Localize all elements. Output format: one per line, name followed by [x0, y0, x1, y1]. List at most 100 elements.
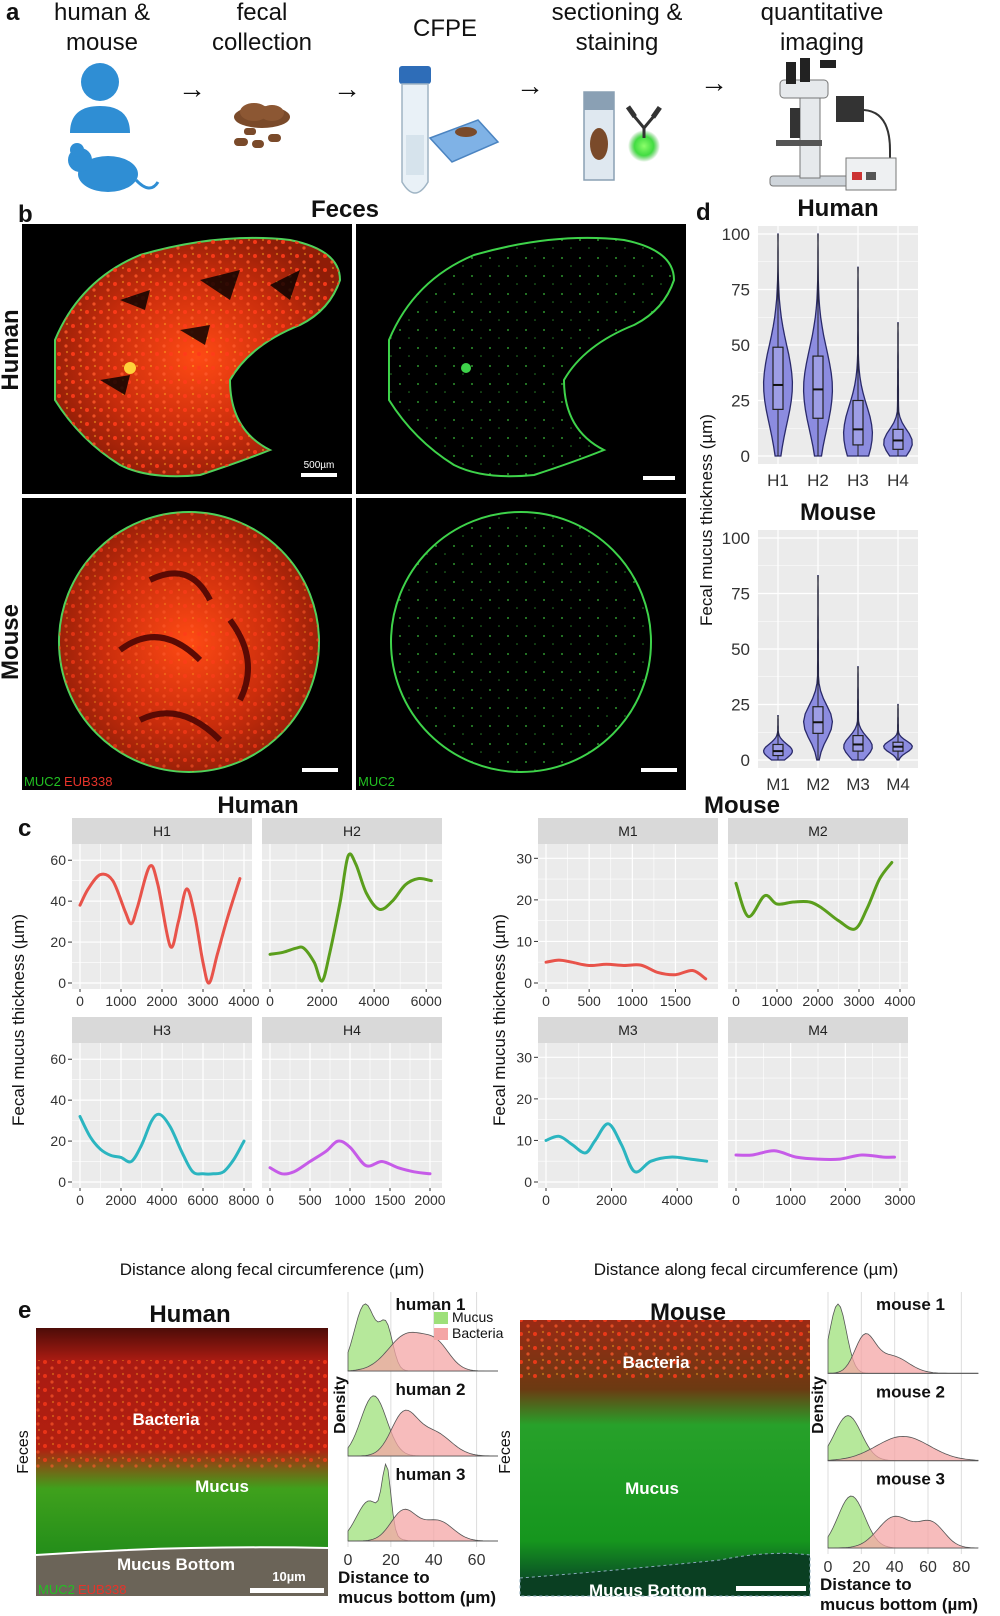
y-tick-label: 40 [50, 1092, 66, 1108]
density-legend: Mucus Bacteria [434, 1309, 504, 1341]
density-bacteria-2 [827, 1435, 979, 1462]
density-bacteria-3 [828, 1515, 979, 1549]
x-tick-label: 0 [732, 1192, 740, 1208]
series-line-m4 [734, 1149, 896, 1162]
facet-title: H3 [153, 1022, 171, 1038]
density-x-tick-label: 20 [852, 1559, 870, 1576]
x-tick-label: M4 [886, 775, 910, 794]
facet-m2: M2 0 1000 2000 3000 4000 [728, 818, 916, 1009]
human-mucus-label: Mucus [195, 1477, 249, 1496]
x-tick-label: 1000 [334, 1192, 365, 1208]
facet-title: M1 [618, 823, 638, 839]
x-tick-label: 2000 [306, 993, 337, 1009]
step-4-line-1: sectioning & [552, 0, 683, 26]
x-tick-label: 500 [298, 1192, 322, 1208]
mouse-feces-label: Feces [497, 1430, 514, 1474]
arrow-2-icon: → [333, 73, 361, 104]
panel-c-mouse-title: Mouse [704, 792, 780, 819]
mouse-muc2-image: MUC2 [356, 498, 686, 790]
row-label-mouse: Mouse [0, 604, 24, 680]
panel-c-letter: c [18, 815, 31, 842]
x-tick-label: M2 [806, 775, 830, 794]
density-mouse-xlabel-1: Distance to [820, 1575, 912, 1594]
y-tick-label: 10 [516, 933, 532, 949]
y-tick-label: 100 [722, 529, 750, 548]
y-tick-label: 20 [50, 934, 66, 950]
violin-chart-human: Human 0 25 50 75 100 H1 H2 H3 H4 [722, 195, 918, 490]
density-x-tick-label: 0 [344, 1552, 353, 1569]
density-bacteria-3 [348, 1508, 498, 1542]
violin-chart-mouse: Mouse 0 25 50 75 100 M1 M2 M3 M4 [722, 499, 918, 794]
x-tick-label: 2000 [596, 1192, 627, 1208]
facet-strip [262, 818, 442, 844]
panel-c-human-ylabel: Fecal mucus thickness (µm) [9, 914, 28, 1126]
box-h4 [892, 428, 904, 450]
density-row-label: human 1 [396, 1295, 466, 1314]
step-2-line-2: collection [212, 29, 312, 56]
human-merge-image: 500µm [22, 224, 352, 494]
slide-icon [583, 91, 615, 181]
x-tick-label: 6000 [187, 1192, 218, 1208]
mouse-merge-image: MUC2 EUB338 [22, 498, 352, 790]
arrow-1-icon: → [178, 73, 206, 104]
facet-strip [538, 818, 718, 844]
y-tick-label: 20 [50, 1133, 66, 1149]
y-tick-label: 60 [50, 1051, 66, 1067]
y-tick-label: 0 [58, 1174, 66, 1190]
facet-panel [262, 844, 442, 989]
density-chart-mouse: 0 20 40 60 80 mouse 1 mouse 2 mouse 3 [824, 1292, 979, 1576]
series-line-m3 [544, 1122, 709, 1174]
x-tick-label: 0 [266, 993, 274, 1009]
facet-strip [728, 1017, 908, 1043]
box-m3 [852, 734, 864, 752]
human-muc2-image [356, 224, 686, 494]
legend-muc2-single: MUC2 [358, 774, 395, 789]
x-tick-label: 1000 [775, 1192, 806, 1208]
human-mucus-bottom-label: Mucus Bottom [117, 1555, 235, 1574]
density-human-xlabel-1: Distance to [338, 1568, 430, 1587]
facet-panel [538, 844, 718, 989]
y-tick-label: 100 [722, 225, 750, 244]
series-line-h4 [268, 1139, 432, 1176]
panel-c-human-title: Human [217, 792, 298, 819]
density-row-label: human 3 [396, 1465, 466, 1484]
cassette-icon [428, 119, 500, 163]
density-x-tick-label: 60 [468, 1552, 486, 1569]
box-h2 [812, 355, 824, 419]
x-tick-label: M1 [766, 775, 790, 794]
y-tick-label: 0 [58, 975, 66, 991]
x-tick-label: 2000 [146, 993, 177, 1009]
facet-title: M2 [808, 823, 828, 839]
y-tick-label: 0 [524, 1174, 532, 1190]
y-tick-label: 0 [524, 975, 532, 991]
y-tick-label: 20 [516, 1091, 532, 1107]
density-x-tick-label: 0 [824, 1559, 833, 1576]
y-tick-label: 30 [516, 1049, 532, 1065]
arrow-3-icon: → [516, 70, 544, 101]
panel-e: e Human Feces Bacteria Mucus Mucus Botto… [15, 1292, 979, 1614]
x-tick-label: H3 [847, 471, 869, 490]
density-bacteria-1 [827, 1333, 979, 1374]
density-bacteria-1 [347, 1331, 498, 1372]
mouse-bacteria-label: Bacteria [622, 1353, 690, 1372]
y-tick-label: 50 [731, 640, 750, 659]
facet-h4: H4 0 500 1000 1500 2000 [262, 1017, 446, 1208]
series-line-h2 [268, 852, 433, 983]
legend-mucus-label: Mucus [452, 1309, 493, 1325]
panel-c: c Human Mouse Fecal mucus thickness (µm)… [9, 792, 916, 1279]
x-tick-label: 3000 [884, 1192, 915, 1208]
x-tick-label: 1000 [617, 993, 648, 1009]
mouse-icon [68, 143, 160, 192]
box-h1 [772, 346, 784, 410]
panel-c-human-xlabel: Distance along fecal circumference (µm) [120, 1260, 425, 1279]
x-tick-label: 1000 [761, 993, 792, 1009]
x-tick-label: M3 [846, 775, 870, 794]
feces-icon [234, 103, 290, 148]
x-tick-label: 3000 [187, 993, 218, 1009]
legend-bacteria-label: Bacteria [452, 1325, 504, 1341]
panel-d: d Fecal mucus thickness (µm) Human 0 25 50 7… [696, 195, 918, 794]
x-tick-label: 3000 [843, 993, 874, 1009]
panel-c-mouse-ylabel: Fecal mucus thickness (µm) [490, 914, 509, 1126]
y-tick-label: 25 [731, 696, 750, 715]
mouse-mucus-label: Mucus [625, 1479, 679, 1498]
